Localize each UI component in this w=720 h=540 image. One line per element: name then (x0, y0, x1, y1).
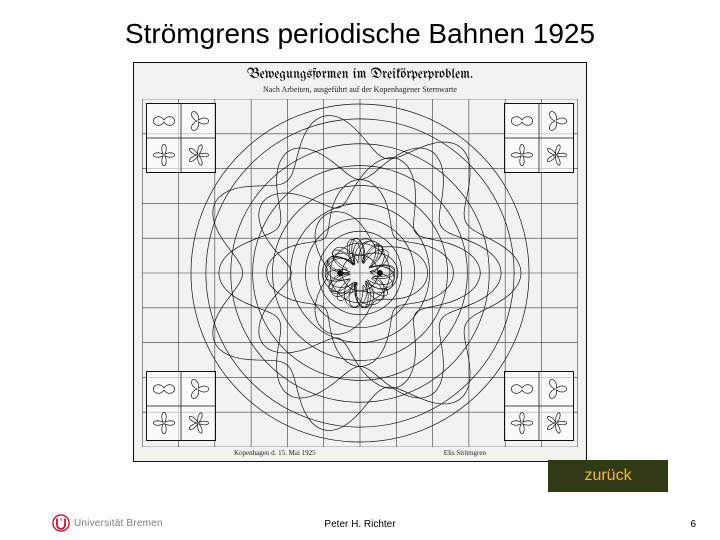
logo-icon (52, 514, 70, 532)
logo-text: Universität Bremen (74, 518, 163, 529)
footer: Universität Bremen Peter H. Richter 6 (0, 512, 720, 532)
page-title: Strömgrens periodische Bahnen 1925 (0, 18, 720, 50)
corner-panel-bottom-left (146, 371, 216, 441)
university-logo: Universität Bremen (52, 514, 163, 532)
figure-subheading: Nach Arbeiten, ausgeführt auf der Kopenh… (134, 85, 586, 94)
corner-panel-top-right (504, 103, 574, 173)
figure-footer-left: Kopenhagen d. 15. Mai 1925 (234, 449, 316, 457)
corner-panel-top-left (146, 103, 216, 173)
back-button[interactable]: zurück (548, 460, 668, 492)
figure: Bewegungsformen im Dreikörperproblem. Na… (133, 62, 587, 462)
page-number: 6 (690, 519, 696, 530)
slide: Strömgrens periodische Bahnen 1925 Beweg… (0, 0, 720, 540)
figure-heading: Bewegungsformen im Dreikörperproblem. (134, 67, 586, 82)
back-button-label: zurück (584, 467, 631, 485)
author-name: Peter H. Richter (324, 519, 395, 530)
figure-footer-right: Elis Strömgren (444, 449, 486, 457)
corner-panel-bottom-right (504, 371, 574, 441)
